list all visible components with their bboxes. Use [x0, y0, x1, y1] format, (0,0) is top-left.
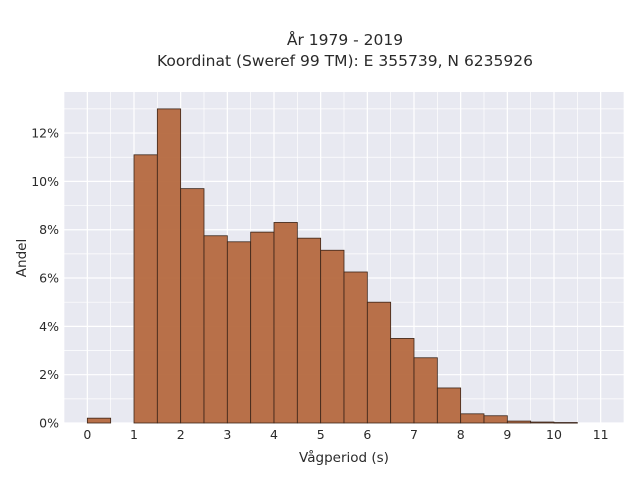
- x-tick-label: 9: [503, 427, 511, 442]
- x-axis-label: Vågperiod (s): [299, 449, 389, 466]
- y-axis-ticks: 0% 2% 4% 6% 8% 10% 12%: [31, 126, 59, 431]
- histogram-bar: [203, 235, 228, 424]
- x-tick-label: 6: [363, 427, 371, 442]
- y-tick-label: 4%: [39, 319, 59, 334]
- histogram-bar: [553, 422, 578, 424]
- histogram-bar: [86, 417, 112, 424]
- histogram-bar: [180, 188, 205, 424]
- chart-subtitle: Koordinat (Sweref 99 TM): E 355739, N 62…: [157, 52, 533, 70]
- y-tick-label: 10%: [31, 174, 59, 189]
- histogram-bar: [483, 415, 508, 424]
- histogram-bar: [320, 249, 345, 424]
- y-tick-label: 0%: [39, 416, 59, 431]
- histogram-bar: [343, 271, 368, 424]
- x-tick-label: 1: [130, 427, 138, 442]
- x-axis-ticks: 0 1 2 3 4 5 6 7 8 9 10 11: [83, 427, 608, 442]
- chart-title: År 1979 - 2019: [287, 30, 403, 49]
- x-tick-label: 7: [410, 427, 418, 442]
- histogram-bar: [296, 237, 322, 424]
- histogram-bar: [156, 108, 182, 424]
- histogram-bars: [86, 108, 578, 424]
- histogram-bar: [250, 231, 275, 424]
- y-tick-label: 12%: [31, 126, 59, 141]
- x-tick-label: 5: [317, 427, 325, 442]
- histogram-bar: [226, 241, 252, 424]
- x-tick-label: 3: [223, 427, 231, 442]
- histogram-bar: [133, 154, 158, 424]
- x-tick-label: 4: [270, 427, 278, 442]
- histogram-bar: [460, 413, 485, 424]
- x-tick-label: 2: [177, 427, 185, 442]
- x-tick-label: 11: [593, 427, 609, 442]
- histogram-bar: [436, 387, 462, 424]
- y-tick-label: 8%: [39, 222, 59, 237]
- histogram-bar: [273, 222, 298, 424]
- y-tick-label: 6%: [39, 271, 59, 286]
- x-tick-label: 8: [457, 427, 465, 442]
- histogram-bar: [366, 301, 392, 424]
- x-tick-label: 10: [546, 427, 562, 442]
- y-tick-label: 2%: [39, 367, 59, 382]
- histogram-bar: [413, 357, 438, 424]
- x-tick-label: 0: [83, 427, 91, 442]
- y-axis-label: Andel: [14, 239, 30, 277]
- histogram-bar: [390, 338, 415, 424]
- histogram-bar: [530, 421, 555, 424]
- histogram-bar: [506, 420, 532, 424]
